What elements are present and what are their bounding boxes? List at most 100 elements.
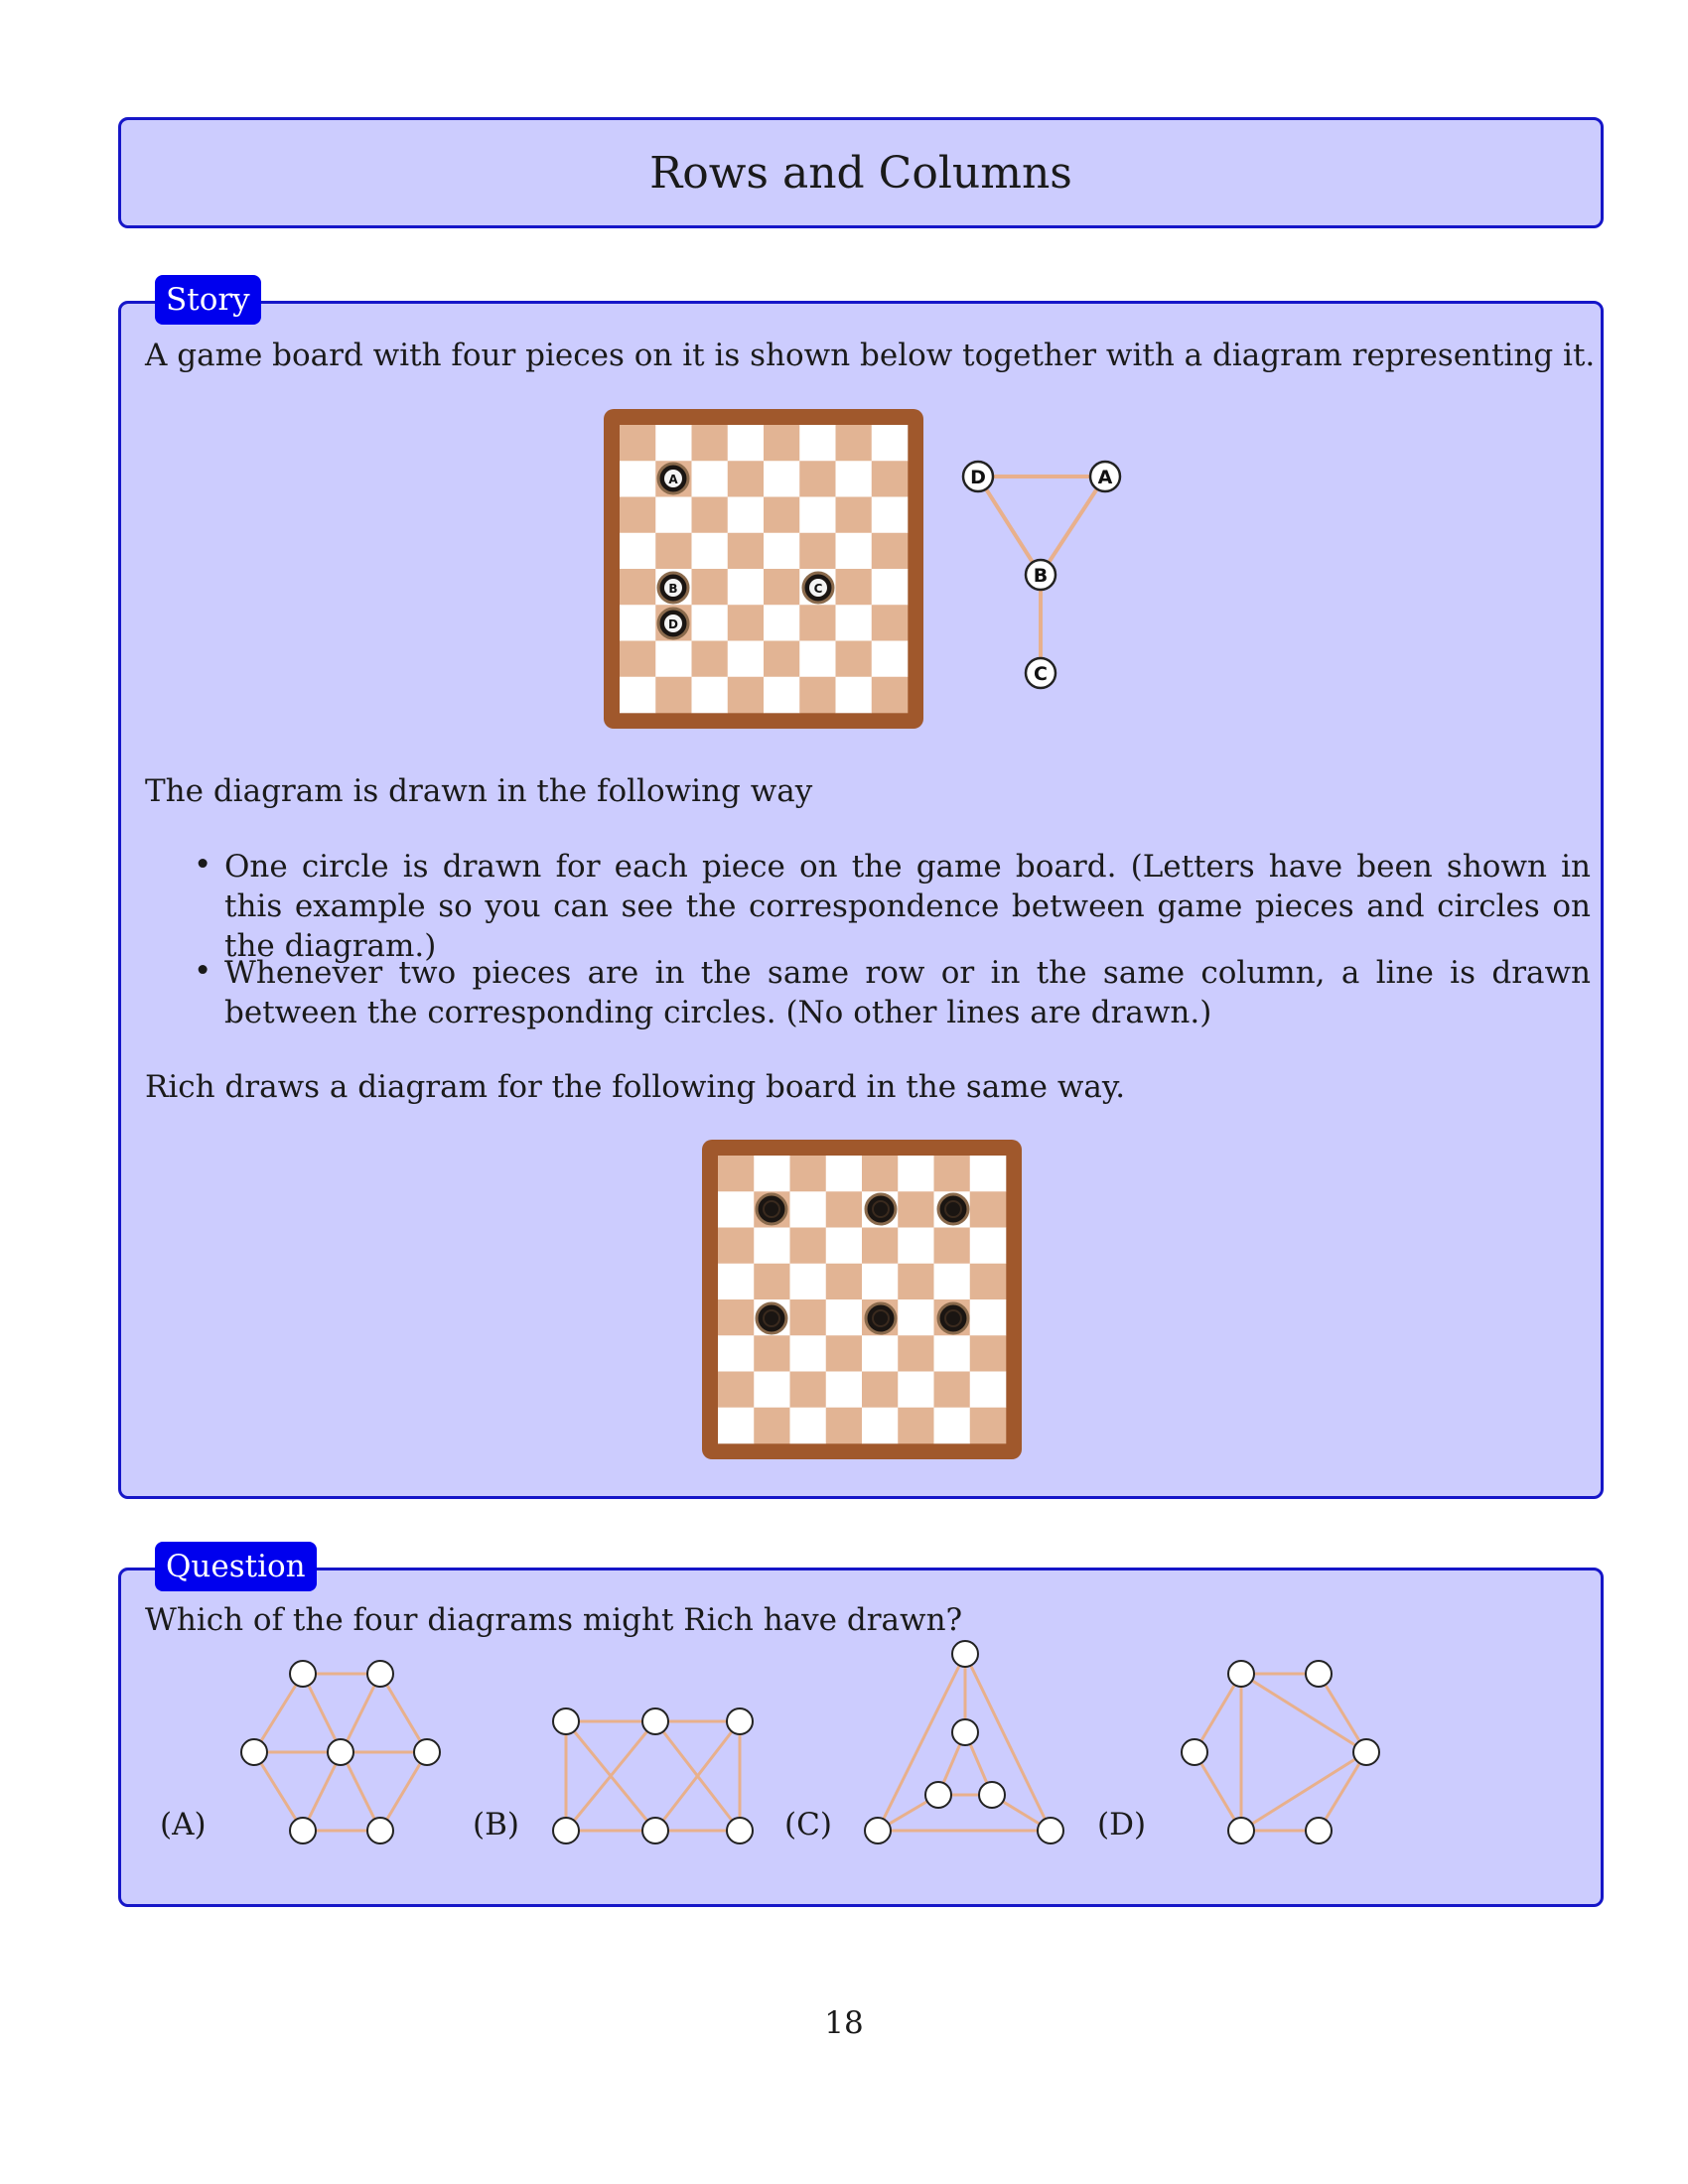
board-square bbox=[620, 496, 656, 534]
board-square bbox=[799, 676, 836, 714]
board-square bbox=[691, 461, 729, 497]
board-square bbox=[727, 676, 765, 714]
board-square bbox=[754, 1227, 790, 1265]
board-square bbox=[835, 605, 873, 641]
board-square bbox=[825, 1191, 863, 1228]
option-d-node bbox=[1352, 1738, 1380, 1766]
node-d: D bbox=[961, 460, 995, 493]
board-square bbox=[727, 496, 765, 534]
board-square bbox=[799, 461, 836, 497]
board-square bbox=[789, 1299, 827, 1336]
board-square bbox=[727, 461, 765, 497]
board-square bbox=[862, 1156, 899, 1192]
board-square bbox=[620, 569, 656, 606]
board-square bbox=[871, 605, 909, 641]
board-square bbox=[789, 1191, 827, 1228]
option-a-node bbox=[413, 1738, 441, 1766]
title-box: Rows and Columns bbox=[118, 117, 1604, 228]
board-square bbox=[727, 605, 765, 641]
board-square bbox=[799, 605, 836, 641]
board-square bbox=[754, 1371, 790, 1409]
board-square bbox=[825, 1335, 863, 1372]
node-c-label: C bbox=[1034, 663, 1048, 685]
board-square bbox=[691, 532, 729, 570]
board-square bbox=[969, 1191, 1007, 1228]
edge-d-b bbox=[976, 475, 1043, 577]
board-square bbox=[835, 425, 873, 462]
board-square bbox=[871, 676, 909, 714]
option-d-label[interactable]: (D) bbox=[1097, 1807, 1147, 1843]
option-c-node bbox=[924, 1781, 952, 1809]
page-title: Rows and Columns bbox=[649, 147, 1072, 199]
option-c-label[interactable]: (C) bbox=[784, 1807, 832, 1843]
board-square bbox=[898, 1335, 934, 1372]
option-b-node bbox=[641, 1817, 669, 1844]
piece-a-label: A bbox=[668, 473, 678, 486]
board-square bbox=[718, 1299, 755, 1336]
board-square bbox=[871, 569, 909, 606]
board-square bbox=[969, 1335, 1007, 1372]
board-square bbox=[789, 1156, 827, 1192]
board-square bbox=[933, 1156, 971, 1192]
option-c-node bbox=[951, 1718, 979, 1746]
board-square bbox=[933, 1227, 971, 1265]
example-diagram: D A B C bbox=[961, 460, 1122, 690]
board-square bbox=[825, 1263, 863, 1300]
task-piece bbox=[864, 1301, 898, 1335]
option-a-label[interactable]: (A) bbox=[160, 1807, 207, 1843]
board-square bbox=[655, 640, 692, 678]
board-square bbox=[825, 1407, 863, 1444]
option-c-node bbox=[978, 1781, 1006, 1809]
board-square bbox=[933, 1371, 971, 1409]
board-square bbox=[727, 640, 765, 678]
board-square bbox=[764, 496, 800, 534]
question-tab-label: Question bbox=[166, 1549, 306, 1584]
board-square bbox=[789, 1335, 827, 1372]
option-a-node bbox=[289, 1817, 317, 1844]
piece-d-label: D bbox=[668, 617, 678, 631]
board-square bbox=[691, 640, 729, 678]
story-lead: The diagram is drawn in the following wa… bbox=[145, 773, 813, 809]
board-square bbox=[718, 1335, 755, 1372]
board-square bbox=[825, 1371, 863, 1409]
bullet-dot-1: • bbox=[194, 847, 212, 883]
option-b-node bbox=[552, 1817, 580, 1844]
piece-a: A bbox=[656, 462, 690, 495]
board-square bbox=[969, 1407, 1007, 1444]
board-square bbox=[835, 676, 873, 714]
board-square bbox=[789, 1227, 827, 1265]
option-d-node bbox=[1181, 1738, 1208, 1766]
board-square bbox=[620, 532, 656, 570]
option-a-node bbox=[240, 1738, 268, 1766]
board-square bbox=[718, 1191, 755, 1228]
option-b-node bbox=[726, 1707, 754, 1735]
node-a: A bbox=[1088, 460, 1122, 493]
board-square bbox=[655, 496, 692, 534]
board-square bbox=[898, 1227, 934, 1265]
board-square bbox=[862, 1407, 899, 1444]
board-square bbox=[727, 425, 765, 462]
option-b-label[interactable]: (B) bbox=[473, 1807, 519, 1843]
board-square bbox=[871, 425, 909, 462]
option-b-node bbox=[641, 1707, 669, 1735]
option-b-node bbox=[726, 1817, 754, 1844]
board-square bbox=[799, 532, 836, 570]
board-square bbox=[898, 1191, 934, 1228]
board-square bbox=[727, 532, 765, 570]
story-task: Rich draws a diagram for the following b… bbox=[145, 1069, 1126, 1105]
edge-a-b bbox=[1039, 475, 1107, 577]
board-square bbox=[754, 1263, 790, 1300]
board-square bbox=[655, 676, 692, 714]
board-square bbox=[764, 532, 800, 570]
board-square bbox=[620, 640, 656, 678]
board-square bbox=[862, 1371, 899, 1409]
board-square bbox=[764, 461, 800, 497]
board-square bbox=[789, 1371, 827, 1409]
board-square bbox=[799, 496, 836, 534]
board-square bbox=[862, 1335, 899, 1372]
story-tab-label: Story bbox=[166, 282, 250, 318]
board-square bbox=[754, 1335, 790, 1372]
option-a-node bbox=[289, 1660, 317, 1688]
task-piece bbox=[936, 1192, 970, 1226]
board-square bbox=[969, 1299, 1007, 1336]
